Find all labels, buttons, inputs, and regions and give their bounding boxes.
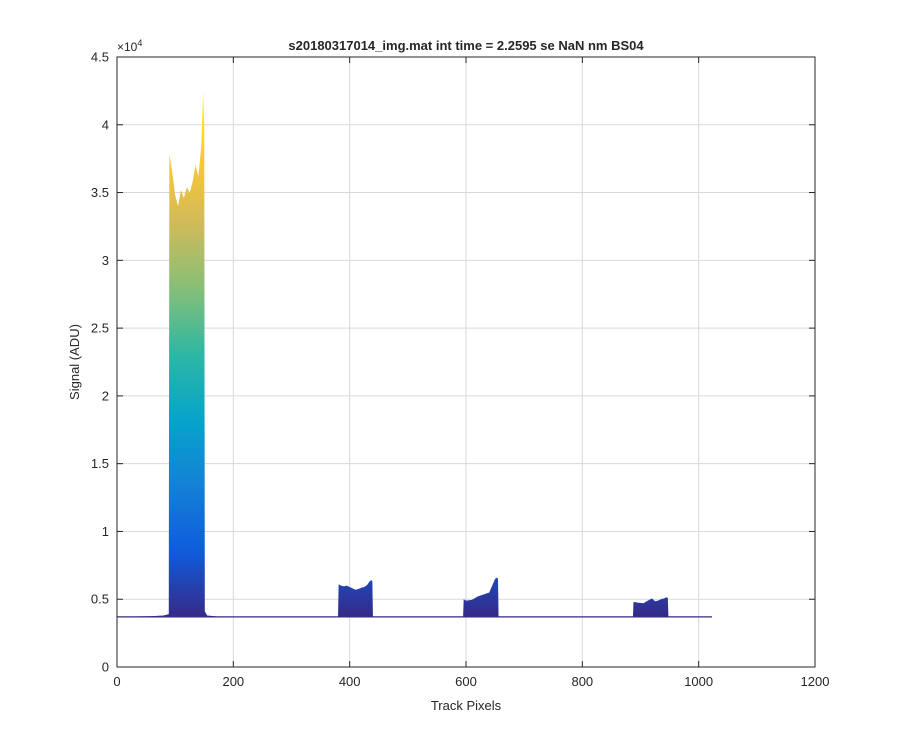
y-tick-label: 0 <box>102 660 109 675</box>
y-ticks: 0 0.5 1 1.5 2 2.5 3 3.5 4 4.5 <box>91 50 815 675</box>
x-gridlines <box>232 57 700 667</box>
y-exponent-label: ×104 <box>117 38 142 54</box>
x-tick-label: 1200 <box>801 674 830 689</box>
y-exponent-base: ×10 <box>117 40 138 54</box>
y-tick-label: 3 <box>102 253 109 268</box>
y-axis-label: Signal (ADU) <box>67 324 82 400</box>
x-ticks: 0 200 400 600 800 1000 1200 <box>113 57 829 689</box>
y-gridlines <box>117 124 815 600</box>
signal-peak-2 <box>338 580 373 617</box>
x-tick-label: 400 <box>339 674 361 689</box>
y-tick-label: 4 <box>102 117 109 132</box>
y-tick-label: 2 <box>102 388 109 403</box>
x-tick-label: 1000 <box>684 674 713 689</box>
y-tick-label: 3.5 <box>91 185 109 200</box>
y-tick-label: 2.5 <box>91 321 109 336</box>
x-tick-label: 800 <box>571 674 593 689</box>
signal-peak-1 <box>117 90 234 617</box>
y-tick-label: 0.5 <box>91 592 109 607</box>
x-tick-label: 600 <box>455 674 477 689</box>
x-tick-label: 200 <box>222 674 244 689</box>
y-tick-label: 1 <box>102 524 109 539</box>
signal-peak-3 <box>463 577 499 617</box>
y-tick-label: 4.5 <box>91 50 109 65</box>
x-tick-label: 0 <box>113 674 120 689</box>
y-tick-label: 1.5 <box>91 456 109 471</box>
chart-title: s20180317014_img.mat int time = 2.2595 s… <box>288 38 644 53</box>
x-axis-label: Track Pixels <box>431 698 502 713</box>
signal-series <box>117 90 713 618</box>
signal-peak-4 <box>632 597 669 617</box>
y-exponent-power: 4 <box>137 38 142 48</box>
